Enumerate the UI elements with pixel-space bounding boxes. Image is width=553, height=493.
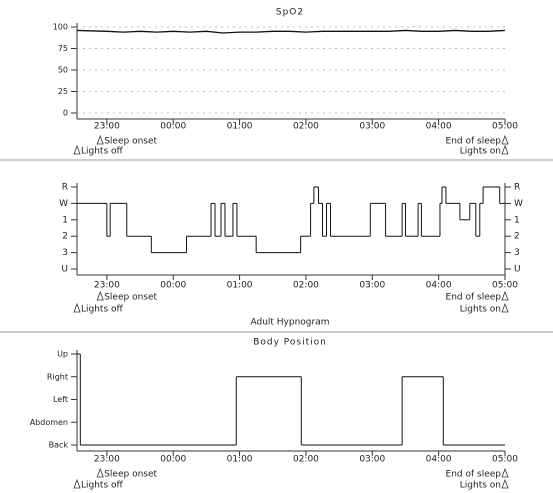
y-tick-label: 100 — [53, 23, 68, 32]
event-label: Sleep onset — [104, 137, 157, 147]
y-tick-label: 1 — [62, 215, 68, 225]
x-tick-label: 02:00 — [293, 455, 319, 465]
y-tick-label: Left — [53, 395, 68, 404]
event-marker — [96, 290, 104, 301]
y-tick-label: 3 — [62, 248, 68, 258]
y-tick-label-right: 1 — [514, 215, 520, 225]
event-label: Lights off — [81, 147, 124, 157]
x-axis-label: Adult Hypnogram — [250, 318, 329, 328]
y-tick-label: Up — [57, 350, 68, 359]
y-tick-label: 75 — [58, 44, 68, 53]
event-marker — [501, 467, 509, 478]
y-tick-label: R — [62, 183, 68, 193]
y-tick-label: 25 — [58, 87, 68, 96]
x-tick-label: 03:00 — [359, 122, 385, 132]
x-tick-label: 01:00 — [227, 122, 253, 132]
x-tick-label: 00:00 — [160, 122, 186, 132]
x-tick-label: 00:00 — [160, 281, 186, 291]
y-tick-label-right: 3 — [514, 248, 520, 258]
x-tick-label: 04:00 — [426, 122, 452, 132]
event-label: Lights on — [460, 147, 501, 157]
x-tick-label: 03:00 — [359, 281, 385, 291]
event-marker — [73, 302, 81, 313]
y-tick-label: U — [61, 265, 68, 275]
x-tick-label: 23:00 — [94, 122, 120, 132]
x-tick-label: 00:00 — [160, 455, 186, 465]
x-tick-label: 01:00 — [227, 281, 253, 291]
y-tick-label: Back — [49, 441, 69, 450]
event-marker — [501, 134, 509, 145]
y-tick-label-right: R — [514, 183, 520, 193]
y-tick-label: Abdomen — [30, 418, 68, 427]
spo2-line — [76, 29, 506, 34]
event-label: End of sleep — [446, 293, 502, 303]
event-marker — [96, 467, 104, 478]
event-label: End of sleep — [446, 137, 502, 147]
x-tick-label: 05:00 — [492, 122, 518, 132]
y-tick-label-right: U — [514, 265, 521, 275]
event-label: End of sleep — [446, 470, 502, 480]
y-tick-label: Right — [47, 372, 68, 381]
x-tick-label: 03:00 — [359, 455, 385, 465]
event-marker — [501, 478, 509, 489]
x-tick-label: 04:00 — [426, 281, 452, 291]
y-tick-label-right: W — [514, 199, 523, 209]
event-marker — [96, 134, 104, 145]
event-label: Lights on — [460, 481, 501, 491]
event-label: Lights on — [460, 305, 501, 315]
x-tick-label: 02:00 — [293, 281, 319, 291]
event-marker — [73, 478, 81, 489]
event-marker — [501, 144, 509, 155]
y-tick-label: 2 — [62, 232, 68, 242]
x-tick-label: 05:00 — [492, 455, 518, 465]
y-tick-label: W — [59, 199, 68, 209]
panel-title: SpO2 — [276, 8, 304, 18]
x-tick-label: 01:00 — [227, 455, 253, 465]
event-label: Sleep onset — [104, 293, 157, 303]
y-tick-label: 0 — [63, 109, 68, 118]
y-tick-label-right: 2 — [514, 232, 520, 242]
x-tick-label: 23:00 — [94, 455, 120, 465]
event-label: Sleep onset — [104, 470, 157, 480]
event-marker — [501, 302, 509, 313]
x-tick-label: 02:00 — [293, 122, 319, 132]
event-marker — [501, 290, 509, 301]
x-tick-label: 23:00 — [94, 281, 120, 291]
x-tick-label: 05:00 — [492, 281, 518, 291]
event-label: Lights off — [81, 305, 124, 315]
x-tick-label: 04:00 — [426, 455, 452, 465]
event-marker — [73, 144, 81, 155]
panel-title: Body Position — [253, 338, 327, 348]
y-tick-label: 50 — [58, 66, 68, 75]
event-label: Lights off — [81, 481, 124, 491]
